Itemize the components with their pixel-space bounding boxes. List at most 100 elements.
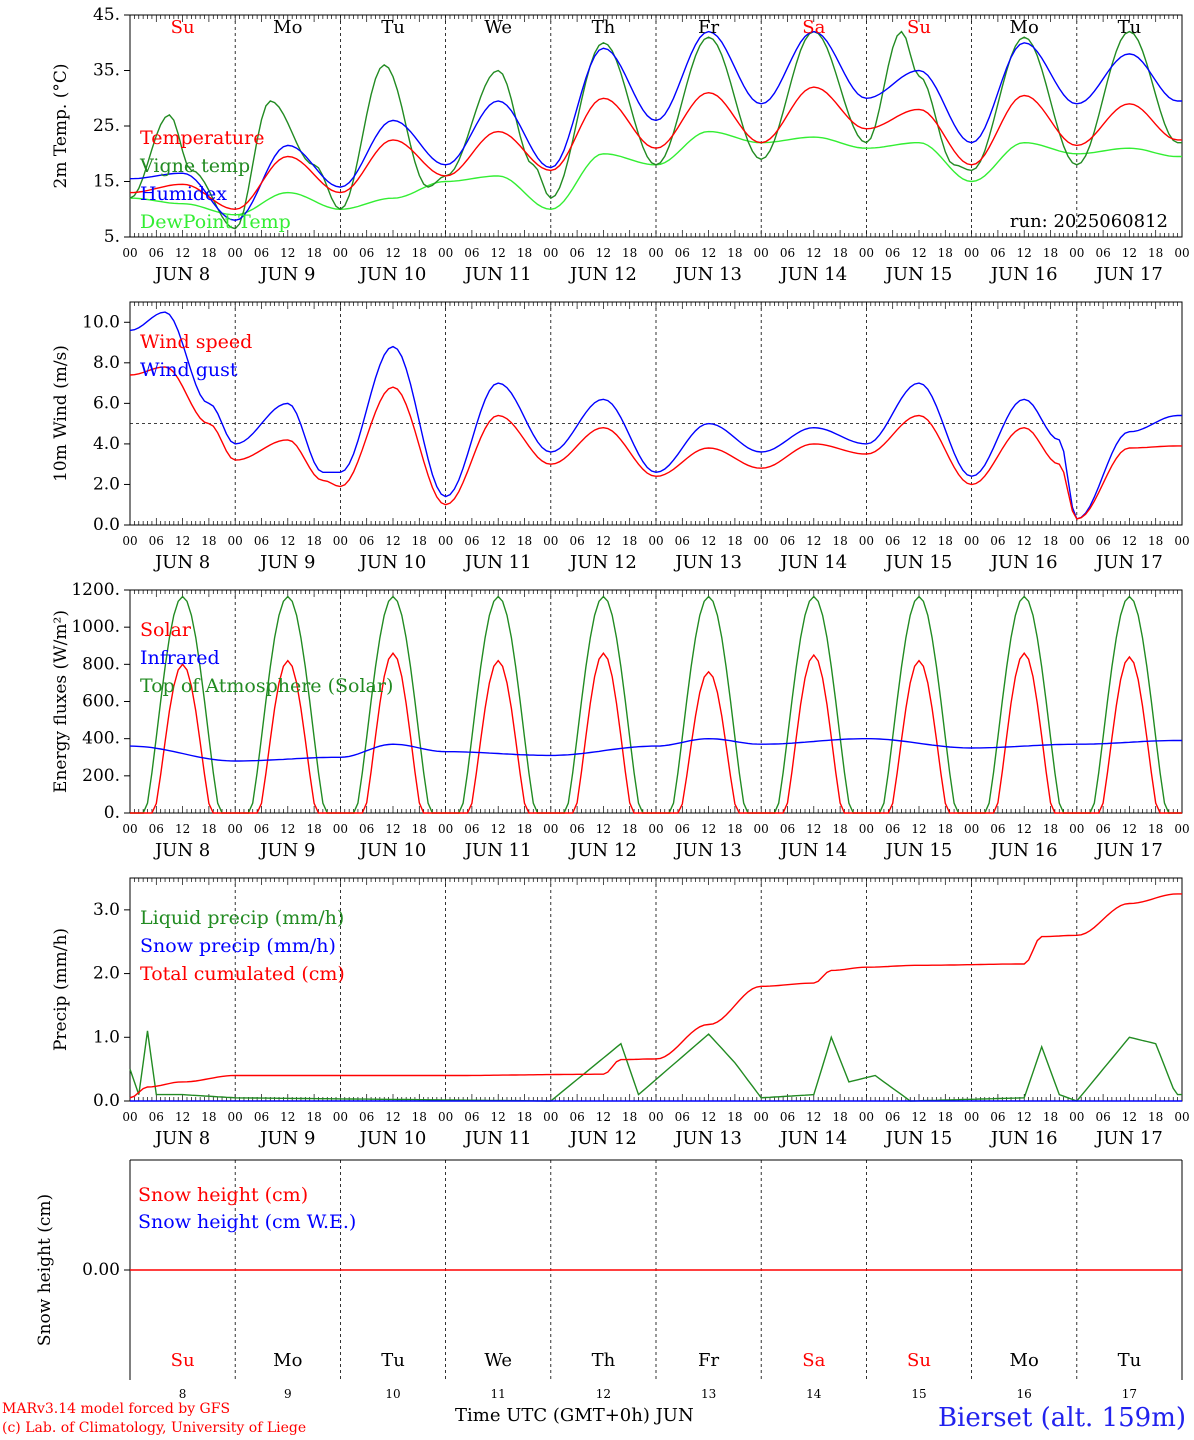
day-number: 12 — [596, 1387, 611, 1401]
y-tick-label: 3.0 — [93, 900, 120, 920]
date-label: JUN 17 — [1094, 1128, 1163, 1149]
weekday-label: Mo — [273, 17, 302, 38]
y-tick-label: 2.0 — [93, 964, 120, 984]
hour-label: 06 — [990, 1110, 1005, 1124]
date-label: JUN 15 — [884, 1128, 953, 1149]
y-tick-label: 6.0 — [93, 393, 120, 413]
y-tick-label: 800. — [82, 654, 120, 674]
weekday-label: Mo — [273, 1350, 302, 1371]
hour-label: 18 — [622, 534, 637, 548]
run-annotation: run: 2025060812 — [1010, 211, 1168, 232]
date-label: JUN 17 — [1094, 264, 1163, 285]
hour-label: 12 — [491, 1110, 506, 1124]
date-label: JUN 11 — [463, 840, 532, 861]
hour-label: 18 — [832, 246, 847, 260]
date-label: JUN 14 — [778, 552, 847, 573]
hour-label: 00 — [754, 822, 769, 836]
y-tick-label: 0.0 — [93, 515, 120, 535]
hour-label: 00 — [1174, 246, 1189, 260]
weekday-label: Mo — [1010, 17, 1039, 38]
hour-label: 00 — [1174, 534, 1189, 548]
hour-label: 06 — [569, 822, 584, 836]
hour-label: 06 — [149, 1110, 164, 1124]
hour-label: 18 — [622, 246, 637, 260]
hour-label: 00 — [1069, 534, 1084, 548]
y-tick-label: 35. — [93, 61, 120, 81]
hour-label: 18 — [306, 246, 321, 260]
hour-label: 12 — [175, 1110, 190, 1124]
hour-label: 18 — [306, 822, 321, 836]
y-tick-label: 0.00 — [82, 1260, 120, 1280]
day-number: 15 — [911, 1387, 926, 1401]
hour-label: 18 — [517, 1110, 532, 1124]
date-label: JUN 13 — [673, 840, 742, 861]
hour-label: 12 — [701, 534, 716, 548]
hour-label: 12 — [491, 822, 506, 836]
hour-label: 00 — [122, 534, 137, 548]
y-tick-label: 8.0 — [93, 353, 120, 373]
hour-label: 18 — [1043, 822, 1058, 836]
date-label: JUN 9 — [258, 1128, 315, 1149]
hour-label: 18 — [938, 534, 953, 548]
y-tick-label: 5. — [104, 227, 120, 247]
weekday-label: Sa — [802, 1350, 825, 1371]
hour-label: 12 — [491, 534, 506, 548]
hour-label: 06 — [885, 246, 900, 260]
hour-label: 18 — [727, 822, 742, 836]
hour-label: 12 — [175, 534, 190, 548]
hour-label: 18 — [727, 1110, 742, 1124]
hour-label: 12 — [280, 822, 295, 836]
y-axis-title: Energy fluxes (W/m²) — [51, 610, 71, 793]
hour-label: 12 — [596, 534, 611, 548]
date-label: JUN 9 — [258, 552, 315, 573]
hour-label: 00 — [964, 534, 979, 548]
hour-label: 18 — [938, 1110, 953, 1124]
temp-series-line — [129, 30, 1182, 230]
y-tick-label: 4.0 — [93, 434, 120, 454]
y-axis-title: Snow height (cm) — [35, 1194, 55, 1346]
date-label: JUN 11 — [463, 1128, 532, 1149]
hour-label: 00 — [859, 246, 874, 260]
hour-label: 00 — [438, 246, 453, 260]
hour-label: 12 — [1122, 1110, 1137, 1124]
liquid-precip-line — [129, 1030, 1182, 1102]
hour-label: 18 — [832, 822, 847, 836]
hour-label: 00 — [438, 534, 453, 548]
weekday-label: Sa — [802, 17, 825, 38]
y-tick-label: 1200. — [71, 580, 120, 600]
hour-label: 00 — [859, 1110, 874, 1124]
hour-label: 06 — [1095, 246, 1110, 260]
weekday-label: Th — [592, 1350, 616, 1371]
y-tick-label: 1.0 — [93, 1027, 120, 1047]
hour-label: 06 — [1095, 1110, 1110, 1124]
hour-label: 12 — [385, 1110, 400, 1124]
day-number: 10 — [385, 1387, 400, 1401]
weekday-label: We — [484, 1350, 512, 1371]
hour-label: 00 — [228, 246, 243, 260]
weekday-label: Th — [592, 17, 616, 38]
y-axis-title: 2m Temp. (°C) — [51, 63, 71, 188]
date-label: JUN 15 — [884, 840, 953, 861]
temp-series-line — [129, 30, 1182, 222]
date-label: JUN 14 — [778, 264, 847, 285]
hour-label: 06 — [569, 534, 584, 548]
hour-label: 12 — [911, 822, 926, 836]
hour-label: 00 — [859, 534, 874, 548]
hour-label: 06 — [359, 822, 374, 836]
hour-label: 00 — [859, 822, 874, 836]
hour-label: 18 — [1148, 246, 1163, 260]
legend-entry: Infrared — [140, 647, 220, 669]
hour-label: 12 — [806, 246, 821, 260]
hour-label: 18 — [727, 246, 742, 260]
date-label: JUN 17 — [1094, 840, 1163, 861]
day-number: 17 — [1122, 1387, 1137, 1401]
y-tick-label: 1000. — [71, 617, 120, 637]
panel-frame-2 — [129, 301, 1183, 526]
hour-label: 06 — [990, 822, 1005, 836]
temp-series-line — [129, 86, 1182, 211]
hour-label: 06 — [1095, 534, 1110, 548]
hour-label: 00 — [648, 1110, 663, 1124]
hour-label: 18 — [412, 246, 427, 260]
legend-entry: Wind speed — [140, 331, 252, 353]
hour-label: 06 — [464, 822, 479, 836]
